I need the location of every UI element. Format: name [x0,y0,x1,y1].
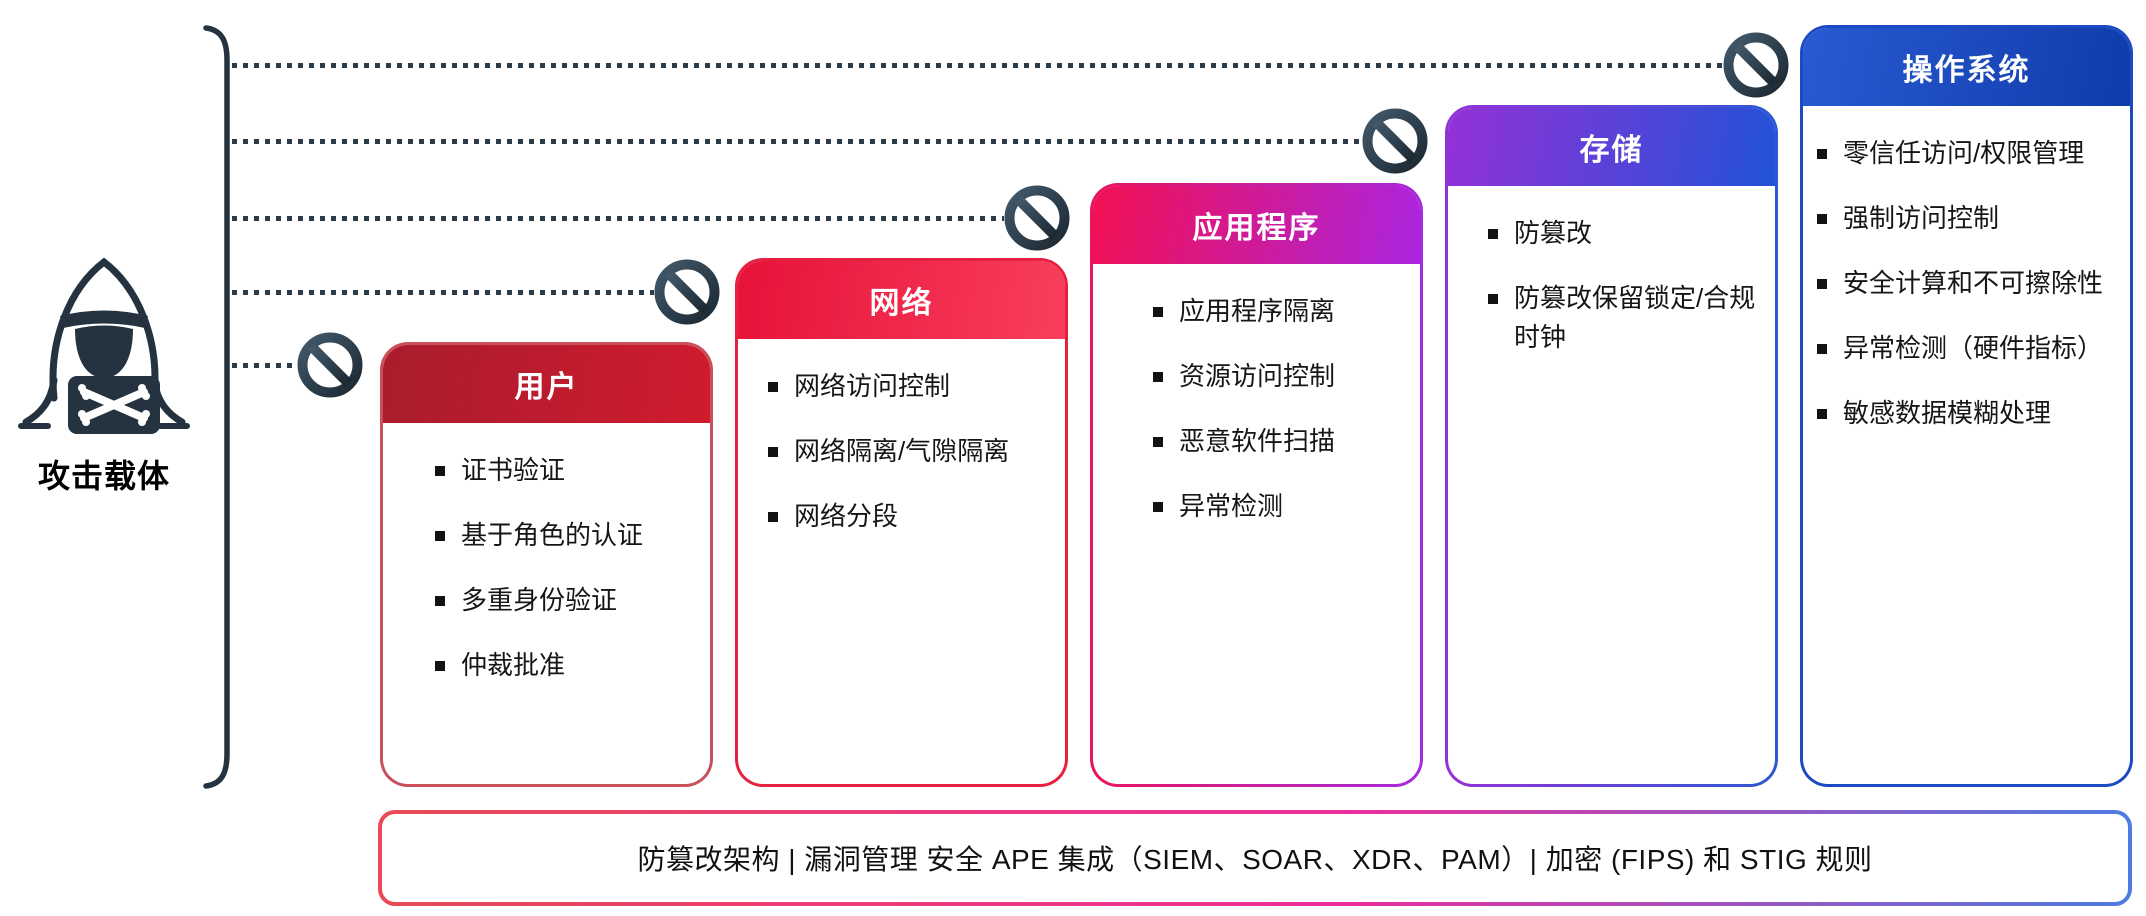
attack-vector: 攻击载体 [14,250,194,497]
layer-title-network: 网络 [869,287,934,320]
list-item: 敏感数据模糊处理 [1817,394,2118,433]
list-item: 资源访问控制 [1153,357,1408,396]
square-bullet-icon [768,447,778,457]
no-entry-icon [293,328,367,407]
attack-path-line-application [232,216,1004,221]
list-item-text: 网络分段 [794,501,899,531]
list-item: 零信任访问/权限管理 [1817,134,2118,173]
square-bullet-icon [1153,307,1163,317]
square-bullet-icon [435,596,445,606]
list-item-text: 网络隔离/气隙隔离 [794,436,1010,466]
square-bullet-icon [1488,229,1498,239]
no-entry-icon [1358,104,1432,183]
list-item-text: 防篡改保留锁定/合规时钟 [1514,283,1756,352]
layer-title-user: 用户 [514,371,579,404]
list-item-text: 异常检测（硬件指标） [1843,333,2104,363]
list-item: 恶意软件扫描 [1153,422,1408,461]
list-item-text: 基于角色的认证 [461,520,644,550]
list-item: 仲裁批准 [435,646,698,685]
layer-card-header-storage: 存储 [1448,108,1775,186]
list-item-text: 证书验证 [461,455,566,485]
list-item-text: 资源访问控制 [1179,361,1336,391]
square-bullet-icon [768,512,778,522]
square-bullet-icon [1153,437,1163,447]
layer-title-os: 操作系统 [1902,54,2031,87]
layer-title-storage: 存储 [1579,134,1644,167]
layer-card-header-network: 网络 [738,261,1065,339]
square-bullet-icon [435,661,445,671]
layer-card-inner: 网络网络访问控制网络隔离/气隙隔离 网络分段 [738,261,1065,784]
layer-card-user: 用户证书验证基于角色的认证 多重身份验证 仲裁批准 [380,342,713,787]
footer-text: 防篡改架构 | 漏洞管理 安全 APE 集成（SIEM、SOAR、XDR、PAM… [637,844,1873,875]
layer-item-list: 证书验证基于角色的认证 多重身份验证 仲裁批准 [383,423,710,711]
list-item: 强制访问控制 [1817,199,2118,238]
attack-path-line-storage [232,139,1362,144]
list-item-text: 异常检测 [1179,491,1284,521]
list-item-text: 多重身份验证 [461,585,618,615]
list-item: 异常检测（硬件指标） [1817,329,2118,368]
layer-card-network: 网络网络访问控制网络隔离/气隙隔离 网络分段 [735,258,1068,787]
layer-card-header-os: 操作系统 [1803,28,2130,106]
list-item: 异常检测 [1153,487,1408,526]
layer-card-inner: 应用程序应用程序隔离 资源访问控制 恶意软件扫描 异常检测 [1093,186,1420,784]
square-bullet-icon [435,466,445,476]
layer-card-header-user: 用户 [383,345,710,423]
layer-title-application: 应用程序 [1192,212,1321,245]
list-item-text: 恶意软件扫描 [1179,426,1336,456]
list-item-text: 网络访问控制 [794,371,951,401]
footer-bar: 防篡改架构 | 漏洞管理 安全 APE 集成（SIEM、SOAR、XDR、PAM… [378,810,2132,906]
layer-card-application: 应用程序应用程序隔离 资源访问控制 恶意软件扫描 异常检测 [1090,183,1423,787]
attack-vector-label: 攻击载体 [37,458,170,494]
attack-path-line-user [232,363,297,368]
list-item: 防篡改 [1488,214,1763,253]
layer-card-inner: 操作系统零信任访问/权限管理 强制访问控制安全计算和不可擦除性 异常检测（硬件指标）… [1803,28,2130,784]
square-bullet-icon [1817,344,1827,354]
list-item-text: 强制访问控制 [1843,203,2000,233]
square-bullet-icon [1817,279,1827,289]
list-item: 网络隔离/气隙隔离 [768,432,1053,471]
layer-card-inner: 用户证书验证基于角色的认证 多重身份验证 仲裁批准 [383,345,710,784]
layer-item-list: 网络访问控制网络隔离/气隙隔离 网络分段 [738,339,1065,562]
layer-item-list: 应用程序隔离 资源访问控制 恶意软件扫描 异常检测 [1093,264,1420,552]
square-bullet-icon [1153,372,1163,382]
list-item-text: 仲裁批准 [461,650,566,680]
list-item: 应用程序隔离 [1153,292,1408,331]
list-item: 网络分段 [768,497,1053,536]
list-item: 多重身份验证 [435,581,698,620]
footer-bar-inner: 防篡改架构 | 漏洞管理 安全 APE 集成（SIEM、SOAR、XDR、PAM… [382,814,2128,902]
attack-path-line-network [232,290,654,295]
layer-card-inner: 存储防篡改防篡改保留锁定/合规时钟 [1448,108,1775,784]
list-item-text: 应用程序隔离 [1179,296,1336,326]
list-item: 安全计算和不可擦除性 [1817,264,2118,303]
list-item-text: 零信任访问/权限管理 [1843,138,2085,168]
hacker-icon [18,257,190,434]
square-bullet-icon [768,382,778,392]
square-bullet-icon [1817,409,1827,419]
list-item: 网络访问控制 [768,367,1053,406]
layer-card-storage: 存储防篡改防篡改保留锁定/合规时钟 [1445,105,1778,787]
bracket-icon [203,25,230,789]
no-entry-icon [650,255,724,334]
list-item-text: 防篡改 [1514,218,1593,248]
square-bullet-icon [1817,214,1827,224]
square-bullet-icon [1488,294,1498,304]
attack-path-line-os [232,63,1723,68]
square-bullet-icon [435,531,445,541]
list-item: 防篡改保留锁定/合规时钟 [1488,279,1763,357]
list-item-text: 安全计算和不可擦除性 [1843,268,2104,298]
list-item: 基于角色的认证 [435,516,698,555]
square-bullet-icon [1153,502,1163,512]
layer-item-list: 零信任访问/权限管理 强制访问控制安全计算和不可擦除性 异常检测（硬件指标） 敏感数据… [1803,106,2130,459]
list-item-text: 敏感数据模糊处理 [1843,398,2052,428]
layer-card-header-application: 应用程序 [1093,186,1420,264]
layer-card-os: 操作系统零信任访问/权限管理 强制访问控制安全计算和不可擦除性 异常检测（硬件指标）… [1800,25,2133,787]
layer-item-list: 防篡改防篡改保留锁定/合规时钟 [1448,186,1775,383]
no-entry-icon [1719,28,1793,107]
list-item: 证书验证 [435,451,698,490]
no-entry-icon [1000,181,1074,260]
square-bullet-icon [1817,149,1827,159]
